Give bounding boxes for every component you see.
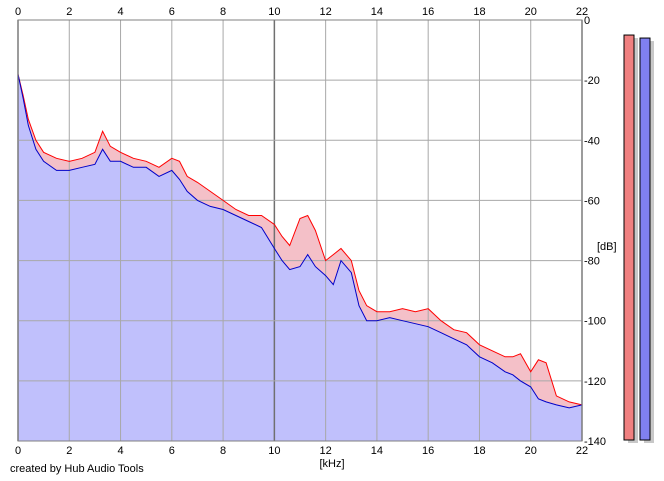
x-tick-label-top: 22 [576, 6, 588, 18]
meter-blue-bar [639, 37, 651, 441]
meter-red-bar [623, 34, 635, 441]
x-tick-label-bottom: 10 [268, 445, 280, 457]
y-tick-label: -100 [584, 316, 606, 328]
x-tick-label-top: 18 [473, 6, 485, 18]
series-2-area [18, 74, 582, 441]
x-tick-label-bottom: 16 [422, 445, 434, 457]
x-tick-label-top: 8 [220, 6, 226, 18]
x-tick-label-top: 12 [320, 6, 332, 18]
x-tick-label-bottom: 20 [525, 445, 537, 457]
x-tick-label-bottom: 6 [169, 445, 175, 457]
y-tick-label: -20 [584, 75, 600, 87]
x-tick-label-top: 6 [169, 6, 175, 18]
x-tick-label-top: 20 [525, 6, 537, 18]
y-tick-label: -120 [584, 376, 606, 388]
y-tick-label: -140 [584, 436, 606, 448]
y-tick-label: 0 [584, 15, 590, 27]
x-axis-label: [kHz] [319, 458, 344, 470]
x-tick-label-top: 2 [66, 6, 72, 18]
x-tick-label-bottom: 2 [66, 445, 72, 457]
series-2-line [17, 73, 583, 409]
credit-text: created by Hub Audio Tools [10, 463, 144, 475]
x-tick-label-bottom: 14 [371, 445, 383, 457]
x-tick-label-bottom: 18 [473, 445, 485, 457]
x-tick-label-top: 10 [268, 6, 280, 18]
x-tick-label-top: 0 [15, 6, 21, 18]
x-tick-label-top: 16 [422, 6, 434, 18]
y-tick-label: -80 [584, 256, 600, 268]
y-axis-label: [dB] [597, 241, 617, 253]
x-tick-label-bottom: 22 [576, 445, 588, 457]
x-tick-label-bottom: 0 [15, 445, 21, 457]
y-tick-label: -40 [584, 135, 600, 147]
x-tick-label-top: 14 [371, 6, 383, 18]
series-1-line [17, 73, 583, 406]
x-tick-label-bottom: 12 [320, 445, 332, 457]
x-tick-label-bottom: 8 [220, 445, 226, 457]
plot-frame [17, 19, 583, 442]
y-tick-label: -60 [584, 195, 600, 207]
x-tick-label-top: 4 [117, 6, 123, 18]
x-tick-label-bottom: 4 [117, 445, 123, 457]
